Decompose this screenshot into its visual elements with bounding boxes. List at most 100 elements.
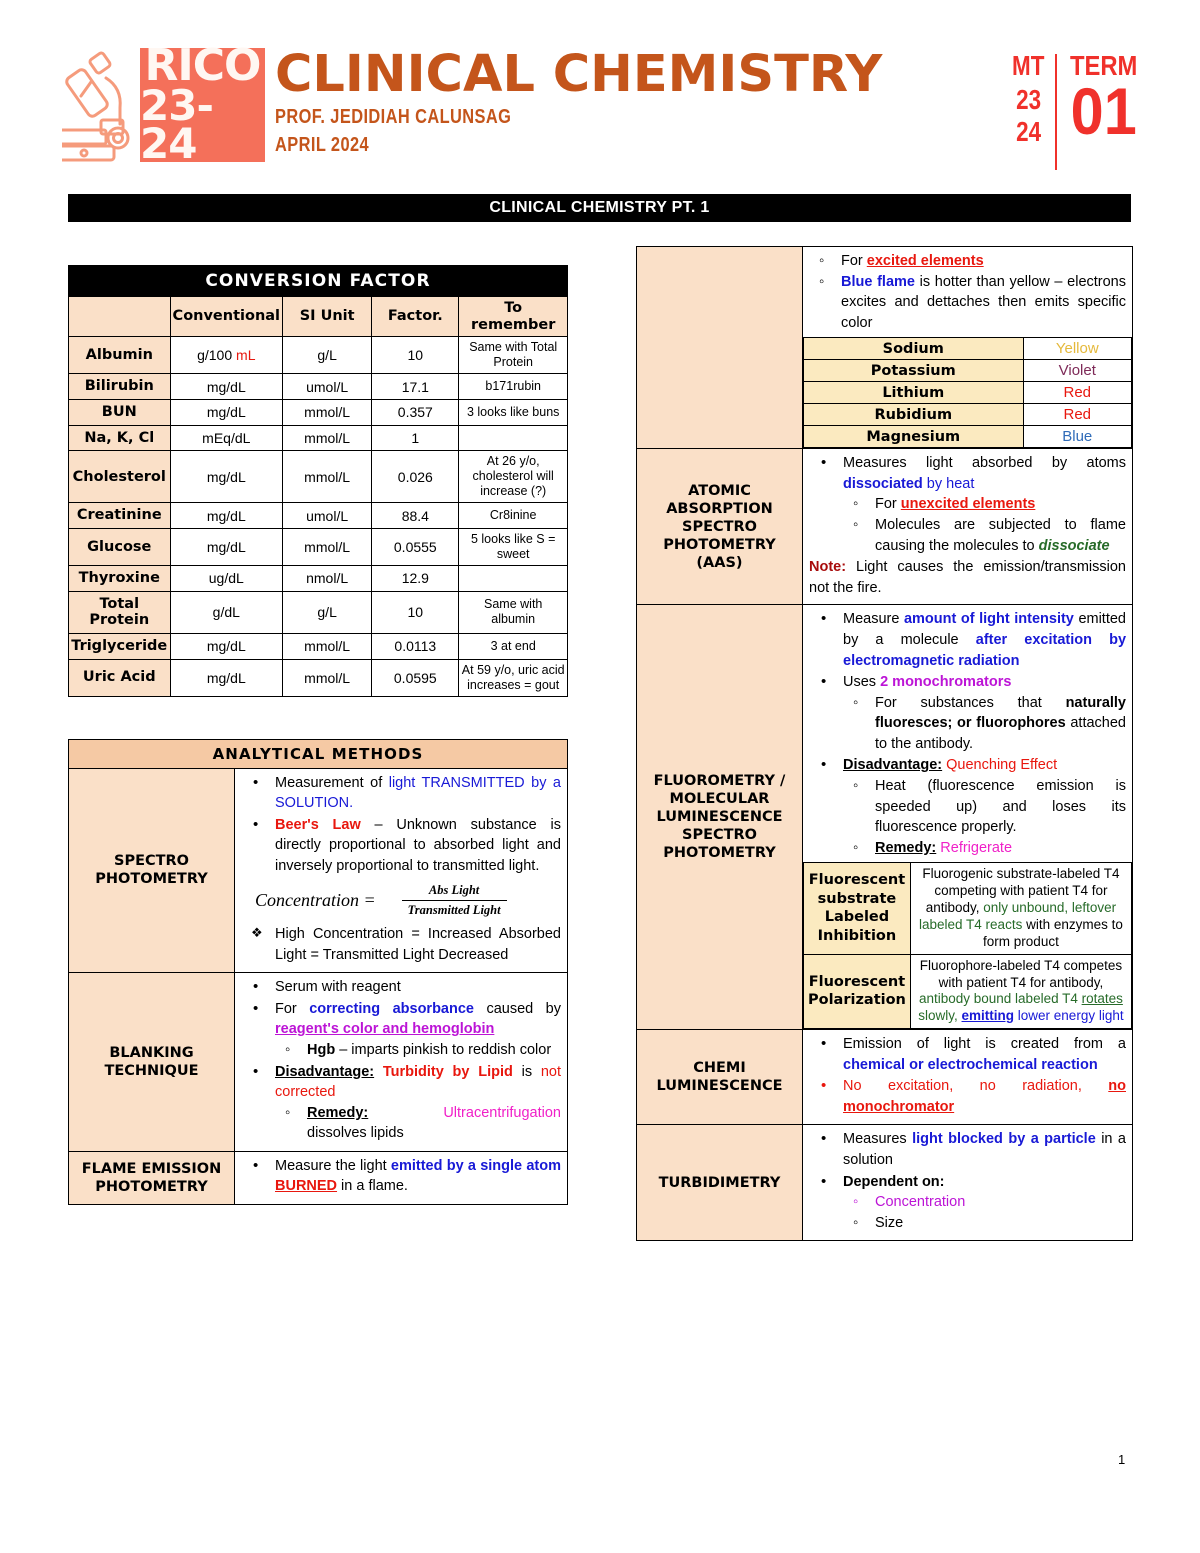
text-bold: naturally fluoresces; or fluorophores	[875, 694, 1126, 732]
text-blue: light TRANSMITTED by a SOLUTION.	[275, 774, 561, 812]
sub-bullet-item: For excited elements	[811, 250, 1126, 272]
row-factor: 0.0555	[371, 528, 460, 567]
row-si: umol/L	[282, 373, 373, 401]
method-row-chemiluminescence: CHEMI LUMINESCENCE Emission of light is …	[636, 1029, 1133, 1126]
text-plain: – imparts pinkish to reddish color	[335, 1042, 552, 1058]
row-remember	[458, 424, 568, 452]
text-green: slowly,	[918, 1008, 962, 1024]
row-remember: Cr8inine	[458, 502, 568, 530]
row-factor: 0.0113	[371, 633, 460, 660]
row-analyte: Na, K, Cl	[68, 424, 171, 452]
row-factor: 88.4	[371, 502, 460, 530]
method-label: TURBIDIMETRY	[636, 1124, 803, 1242]
document-date: APRIL 2024	[275, 133, 370, 156]
right-column: For excited elements Blue flame is hotte…	[636, 245, 1133, 1242]
method-body: Measure amount of light intensity emitte…	[803, 605, 1132, 863]
text-plain: For substances that	[875, 694, 1066, 711]
text-plain: in a flame.	[337, 1178, 408, 1195]
term-year-end: 24	[1015, 116, 1041, 147]
text-green: dissociate	[1038, 537, 1110, 554]
method-label: FLUOROMETRY / MOLECULAR LUMINESCENCE SPE…	[636, 604, 803, 1031]
rico-badge: RICO 23-24	[140, 43, 265, 169]
row-remember: At 59 y/o, uric acid increases = gout	[458, 658, 568, 697]
text-plain: For	[841, 253, 867, 269]
text-label: Remedy:	[875, 839, 937, 856]
text-red: excited elements	[866, 253, 984, 269]
bullet-item: Serum with reagent	[241, 976, 561, 998]
formula-denominator: Transmitted Light	[401, 900, 507, 920]
text-plain: Uses	[843, 674, 881, 691]
row-remember	[458, 565, 568, 592]
text-red: Quenching Effect	[942, 757, 1058, 774]
text-purple: 2 monochromators	[880, 674, 1012, 691]
methods-continued-table: For excited elements Blue flame is hotte…	[636, 245, 1133, 1242]
text-plain: – Unknown substance is directly proporti…	[275, 816, 561, 875]
method-body: Emission of light is created from a chem…	[802, 1029, 1133, 1126]
text-plain: Measure	[843, 611, 904, 628]
row-si: mmol/L	[282, 450, 373, 504]
row-analyte: Glucose	[68, 528, 171, 567]
text-red: BURNED	[275, 1178, 338, 1195]
bullet-item: Measure amount of light intensity emitte…	[809, 608, 1126, 671]
row-analyte: Bilirubin	[68, 373, 171, 401]
analytical-methods-table: ANALYTICAL METHODS SPECTRO PHOTOMETRY Me…	[68, 738, 568, 1206]
flame-color: Red	[1022, 403, 1133, 427]
text-plain: Molecules are subjected to flame causing…	[875, 517, 1126, 554]
conv-text: g/100	[197, 347, 237, 364]
text-plain: is	[512, 1063, 541, 1080]
microscope-icon	[62, 51, 130, 162]
row-si: g/L	[282, 590, 373, 635]
table-row: Albumin g/100 mL g/L 10 Same with Total …	[68, 336, 568, 375]
bullet-item: Measures light blocked by a particle in …	[809, 1128, 1126, 1170]
term-number: 01	[1071, 74, 1138, 148]
text-bold: Hgb	[307, 1042, 336, 1058]
flame-emission-continued-row: For excited elements Blue flame is hotte…	[636, 245, 1133, 450]
method-body: Measure the light emitted by a single at…	[234, 1150, 568, 1206]
sub-bullet-item: Size	[845, 1212, 1126, 1234]
text-plain: Fluorophore-labeled T4 competes with pat…	[919, 957, 1123, 990]
flame-color-row: Sodium Yellow	[803, 337, 1133, 361]
rico-badge-line2: 23-24	[140, 80, 214, 169]
bullet-item: Beer's Law – Unknown substance is direct…	[241, 814, 561, 877]
table-row: Uric Acid mg/dL mmol/L 0.0595 At 59 y/o,…	[68, 658, 568, 697]
flame-color: Blue	[1022, 425, 1133, 449]
table-row: Cholesterol mg/dL mmol/L 0.026 At 26 y/o…	[68, 450, 568, 504]
text-plain: For	[875, 496, 901, 513]
row-remember: Same with Total Protein	[458, 336, 568, 375]
flame-element: Magnesium	[803, 425, 1024, 449]
row-analyte: Cholesterol	[68, 450, 171, 504]
sub-bullet-item: Remedy: Ultracentrifugation dissolves li…	[277, 1102, 561, 1144]
bullet-item: High Concentration = Increased Absorbed …	[241, 924, 561, 965]
method-row-blanking: BLANKING TECHNIQUE Serum with reagent Fo…	[68, 972, 568, 1152]
formula-numerator: Abs Light	[428, 882, 480, 897]
flame-color: Violet	[1022, 359, 1133, 383]
table-row: Na, K, Cl mEq/dL mmol/L 1	[68, 424, 568, 452]
note-label: Note:	[809, 559, 847, 576]
text-blue: emitted by a single atom	[390, 1157, 561, 1174]
text-beers-law: Beer's Law	[275, 816, 361, 833]
text-plain: For	[275, 1000, 310, 1017]
term-year-start: 23	[1015, 84, 1041, 115]
text-label: Disadvantage:	[843, 757, 943, 774]
flame-detail-cell: For excited elements Blue flame is hotte…	[802, 245, 1133, 450]
text-green-underline: rotates	[1081, 991, 1123, 1007]
sub-bullet-item: For substances that naturally fluoresces…	[845, 692, 1126, 755]
text-red: Turbidity by Lipid	[374, 1063, 513, 1080]
method-body: Measurement of light TRANSMITTED by a SO…	[234, 767, 568, 974]
text-plain: is hotter than yellow – electrons excite…	[841, 273, 1126, 331]
bullet-item: Dependent on: Concentration Size	[809, 1171, 1126, 1234]
row-conventional: mg/dL	[169, 502, 284, 530]
col-conventional: Conventional	[169, 295, 284, 338]
left-column: CONVERSION FACTOR Conventional SI Unit F…	[68, 265, 568, 1206]
flame-color-table: Sodium Yellow Potassium Violet Lithium R…	[803, 337, 1133, 449]
text-blue: chemical or electrochemical reaction	[843, 1056, 1098, 1073]
row-si: umol/L	[282, 502, 373, 530]
text-magenta: Refrigerate	[936, 839, 1013, 856]
brand-logo: RICO 23-24 CLINICAL CHEMISTRY PROF. JEDI…	[62, 43, 882, 169]
row-factor: 0.026	[371, 450, 460, 504]
flame-color-row: Potassium Violet	[803, 359, 1133, 383]
text-plain: caused by	[473, 1000, 561, 1017]
sub-bullet-item: Concentration	[845, 1191, 1126, 1213]
bullet-item: Disadvantage: Quenching Effect Heat (flu…	[809, 754, 1126, 858]
row-analyte: Thyroxine	[68, 565, 171, 592]
